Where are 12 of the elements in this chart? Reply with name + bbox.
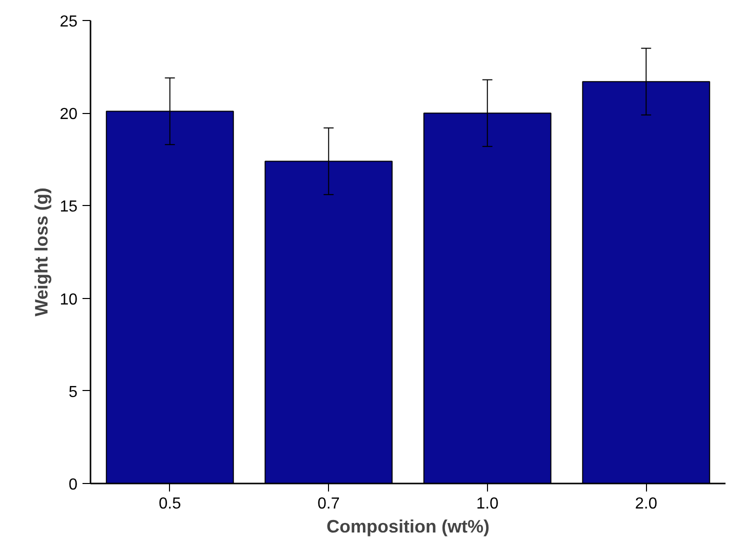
x-tick-label: 0.5 xyxy=(158,496,182,512)
x-tick-label: 2.0 xyxy=(635,496,658,512)
x-tick-label: 0.7 xyxy=(318,496,340,512)
x-tick-label: 1.0 xyxy=(476,496,499,512)
y-tick-label: 20 xyxy=(60,106,78,124)
y-tick-label: 10 xyxy=(60,291,78,308)
y-tick-label: 0 xyxy=(68,476,78,494)
x-axis-title: Composition (wt%) xyxy=(326,516,490,536)
y-tick-label: 25 xyxy=(60,14,78,30)
y-axis-title: Weight loss (g) xyxy=(32,188,52,316)
y-tick-label: 5 xyxy=(68,384,78,401)
y-tick-label: 15 xyxy=(60,198,78,216)
